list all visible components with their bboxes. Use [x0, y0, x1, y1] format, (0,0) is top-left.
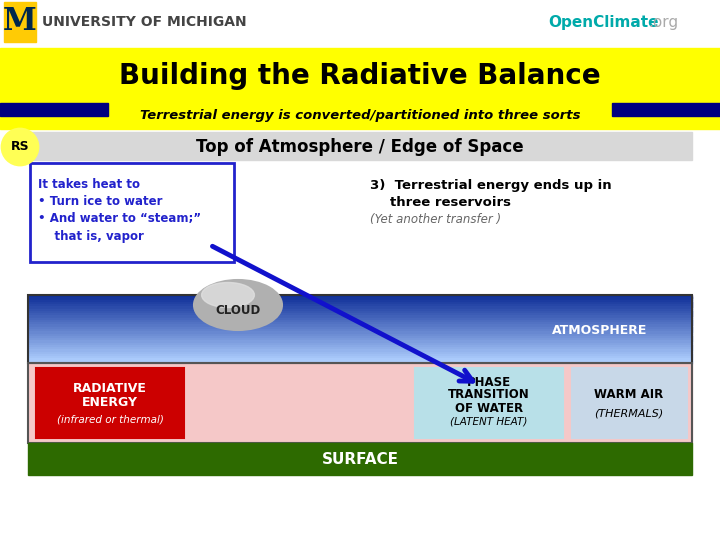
Bar	[0, 48, 720, 103]
Bar	[0, 103, 108, 116]
Bar	[28, 352, 692, 355]
Circle shape	[2, 129, 38, 165]
Text: TRANSITION: TRANSITION	[448, 388, 530, 402]
Text: ENERGY: ENERGY	[82, 396, 138, 409]
FancyBboxPatch shape	[30, 163, 234, 262]
Bar	[28, 334, 692, 336]
Bar	[28, 295, 692, 363]
Bar	[28, 297, 692, 300]
Bar	[28, 342, 692, 346]
Bar	[28, 318, 692, 321]
Bar	[572, 368, 687, 438]
Bar	[28, 322, 692, 325]
Bar	[28, 443, 692, 475]
Text: UNIVERSITY OF MICHIGAN: UNIVERSITY OF MICHIGAN	[42, 15, 247, 29]
Bar	[28, 359, 692, 362]
Text: three reservoirs: three reservoirs	[390, 195, 511, 208]
Bar	[28, 295, 692, 298]
Bar	[28, 340, 692, 343]
Bar	[28, 338, 692, 341]
Text: PHASE: PHASE	[467, 375, 511, 388]
Text: that is, vapor: that is, vapor	[38, 230, 144, 243]
Bar	[28, 331, 692, 334]
Bar	[28, 315, 692, 319]
Bar	[28, 329, 692, 332]
Text: Terrestrial energy is converted/partitioned into three sorts: Terrestrial energy is converted/partitio…	[140, 110, 580, 123]
Bar	[415, 368, 563, 438]
Text: (LATENT HEAT): (LATENT HEAT)	[450, 417, 528, 427]
Text: OF WATER: OF WATER	[455, 402, 523, 415]
Bar	[612, 103, 720, 116]
Text: (infrared or thermal): (infrared or thermal)	[57, 415, 163, 425]
Text: SURFACE: SURFACE	[322, 451, 398, 467]
Bar	[28, 302, 692, 305]
Ellipse shape	[194, 280, 282, 330]
Text: • And water to “steam;”: • And water to “steam;”	[38, 212, 201, 225]
Text: 3)  Terrestrial energy ends up in: 3) Terrestrial energy ends up in	[370, 179, 611, 192]
Text: OpenClimate: OpenClimate	[548, 15, 659, 30]
Bar	[28, 306, 692, 309]
Bar	[28, 361, 692, 364]
Bar	[28, 132, 692, 160]
Text: M: M	[3, 6, 37, 37]
Text: .org: .org	[648, 15, 678, 30]
Text: RS: RS	[11, 140, 30, 153]
Text: ATMOSPHERE: ATMOSPHERE	[552, 325, 648, 338]
Bar	[4, 2, 36, 42]
Ellipse shape	[202, 282, 254, 307]
Text: WARM AIR: WARM AIR	[595, 388, 664, 402]
Bar	[28, 345, 692, 348]
Text: • Turn ice to water: • Turn ice to water	[38, 195, 163, 208]
Bar	[28, 349, 692, 353]
Bar	[28, 354, 692, 357]
Bar	[28, 304, 692, 307]
Bar	[28, 363, 692, 443]
Bar	[28, 347, 692, 350]
Bar	[28, 320, 692, 323]
Text: Top of Atmosphere / Edge of Space: Top of Atmosphere / Edge of Space	[196, 138, 524, 156]
Bar	[28, 327, 692, 330]
Text: It takes heat to: It takes heat to	[38, 178, 140, 191]
Bar	[28, 311, 692, 314]
Bar	[36, 368, 184, 438]
Bar	[28, 300, 692, 302]
Text: (THERMALS): (THERMALS)	[595, 408, 664, 418]
Bar	[28, 313, 692, 316]
Bar	[0, 103, 720, 129]
Text: CLOUD: CLOUD	[215, 305, 261, 318]
Bar	[28, 336, 692, 339]
Text: (Yet another transfer ): (Yet another transfer )	[370, 213, 501, 226]
Bar	[0, 0, 720, 48]
Bar	[28, 356, 692, 359]
Text: Building the Radiative Balance: Building the Radiative Balance	[120, 62, 600, 90]
Text: RADIATIVE: RADIATIVE	[73, 382, 147, 395]
Bar	[28, 325, 692, 328]
Bar	[28, 363, 692, 443]
Bar	[28, 308, 692, 312]
